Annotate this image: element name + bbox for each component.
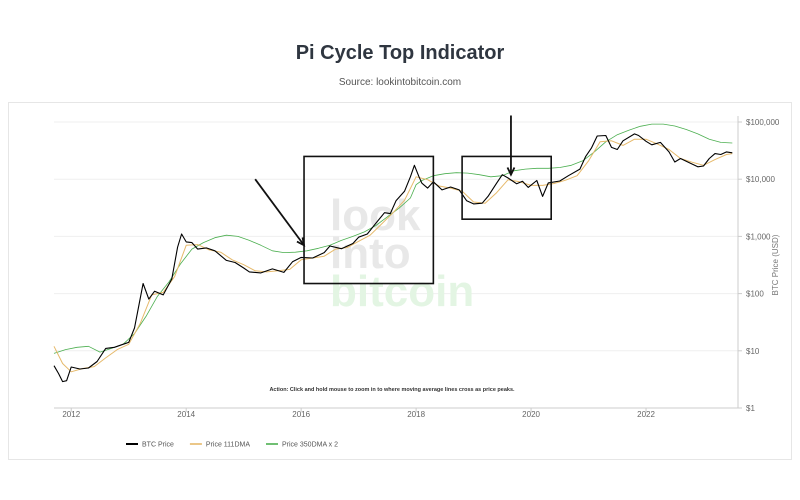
chart-frame <box>8 102 792 460</box>
y-tick-label: $10,000 <box>746 175 775 184</box>
legend-label: Price 111DMA <box>206 442 250 449</box>
y-tick-label: $1 <box>746 404 755 413</box>
y-tick-label: $100,000 <box>746 118 780 127</box>
x-axis: 2012 2014 2016 2018 2020 2022 <box>54 407 738 419</box>
x-tick-label: 2022 <box>637 410 655 419</box>
x-tick-label: 2012 <box>62 410 80 419</box>
x-tick-label: 2014 <box>177 410 195 419</box>
legend-111dma[interactable]: Price 111DMA <box>189 442 250 449</box>
watermark-into: into <box>330 229 411 278</box>
pointer-arrow-2 <box>506 115 516 177</box>
legend-btc-price[interactable]: BTC Price <box>126 442 174 449</box>
legend-label: BTC Price <box>142 442 174 449</box>
y-tick-label: $1,000 <box>746 232 771 241</box>
zoom-instruction: Action: Click and hold mouse to zoom in … <box>269 387 515 393</box>
y-tick-label: $10 <box>746 347 760 356</box>
annotation-overlays <box>254 115 552 285</box>
y-axis: $1 $10 $100 $1,000 $10,000 $100,000 <box>737 116 780 413</box>
legend[interactable]: BTC Price Price 111DMA Price 350DMA x 2 <box>126 442 338 449</box>
watermark: look into bitcoin <box>330 191 474 316</box>
series-line-btc-price <box>53 133 733 383</box>
page-subtitle: Source: lookintobitcoin.com <box>338 77 462 88</box>
x-tick-label: 2018 <box>407 410 425 419</box>
highlight-box-1 <box>303 155 435 285</box>
watermark-bitcoin: bitcoin <box>330 267 474 316</box>
y-tick-label: $100 <box>746 290 764 299</box>
legend-350dma-x2[interactable]: Price 350DMA x 2 <box>266 442 338 449</box>
highlight-box-2 <box>461 155 552 220</box>
pointer-arrow-1 <box>254 178 306 247</box>
legend-label: Price 350DMA x 2 <box>282 442 338 449</box>
series-line-350dma-x2 <box>53 123 733 354</box>
y-axis-label: BTC Price (USD) <box>771 234 780 295</box>
x-tick-label: 2020 <box>522 410 540 419</box>
x-tick-label: 2016 <box>292 410 310 419</box>
plot-lines <box>53 123 733 383</box>
page-title: Pi Cycle Top Indicator <box>295 42 505 64</box>
series-line-111dma <box>53 138 733 373</box>
watermark-look: look <box>330 191 421 240</box>
